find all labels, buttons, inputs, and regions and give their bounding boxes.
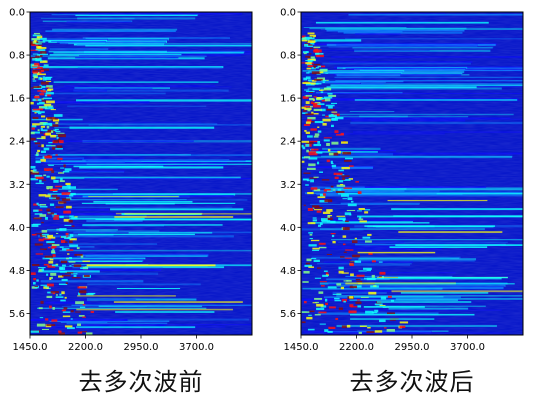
y-tick-label: 4.0 (9, 223, 25, 234)
y-tick-label: 5.6 (280, 309, 296, 320)
y-tick-label: 3.2 (9, 180, 25, 191)
heatmap-field (301, 12, 523, 335)
y-tick-label: 4.8 (280, 266, 296, 277)
x-tick-label: 2200.0 (339, 342, 374, 353)
y-tick-label: 1.6 (280, 94, 296, 105)
heatmap-panel-before: 0.0 0.8 1.6 2.4 3.2 4.0 4.8 5.6 1450.0 2200.0 2950… (9, 8, 253, 353)
texture-overlay (301, 12, 523, 335)
y-tick-label: 0.0 (280, 8, 296, 19)
x-tick-label: 1450.0 (284, 342, 319, 353)
y-tick-label: 0.0 (9, 8, 25, 19)
y-tick-label: 2.4 (280, 137, 296, 148)
y-tick-label: 4.8 (9, 266, 25, 277)
y-tick-label: 0.8 (9, 51, 25, 62)
x-tick-label: 3700.0 (179, 342, 214, 353)
x-tick-label: 3700.0 (450, 342, 485, 353)
x-tick-label: 2950.0 (395, 342, 430, 353)
y-tick-label: 0.8 (280, 51, 296, 62)
left-caption: 去多次波前 (78, 368, 204, 396)
heatmap-field (30, 12, 252, 335)
x-tick-label: 1450.0 (13, 342, 48, 353)
texture-overlay (30, 12, 252, 335)
y-tick-label: 5.6 (9, 309, 25, 320)
y-tick-label: 1.6 (9, 94, 25, 105)
x-tick-label: 2950.0 (124, 342, 159, 353)
y-tick-label: 2.4 (9, 137, 25, 148)
y-tick-label: 3.2 (280, 180, 296, 191)
right-caption: 去多次波后 (349, 368, 475, 396)
heatmap-panel-after: 0.0 0.8 1.6 2.4 3.2 4.0 4.8 5.6 1450.0 2200.0 2950… (280, 8, 524, 353)
y-tick-label: 4.0 (280, 223, 296, 234)
x-tick-label: 2200.0 (68, 342, 103, 353)
